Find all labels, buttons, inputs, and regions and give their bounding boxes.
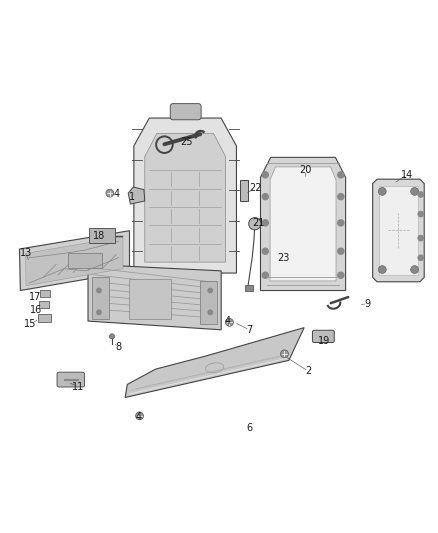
Circle shape xyxy=(411,265,419,273)
FancyBboxPatch shape xyxy=(200,281,217,324)
Text: 15: 15 xyxy=(24,319,36,329)
Polygon shape xyxy=(145,133,226,262)
Circle shape xyxy=(378,188,386,195)
Circle shape xyxy=(411,188,419,195)
Circle shape xyxy=(262,220,268,226)
Circle shape xyxy=(378,265,386,273)
FancyBboxPatch shape xyxy=(170,103,201,120)
Circle shape xyxy=(418,212,424,217)
Circle shape xyxy=(262,272,268,278)
Circle shape xyxy=(262,248,268,254)
FancyBboxPatch shape xyxy=(89,228,115,243)
Text: 1: 1 xyxy=(129,192,135,201)
FancyBboxPatch shape xyxy=(129,279,171,319)
FancyBboxPatch shape xyxy=(39,301,49,309)
Circle shape xyxy=(338,193,344,200)
FancyBboxPatch shape xyxy=(240,180,248,200)
Circle shape xyxy=(418,255,424,261)
Polygon shape xyxy=(25,237,123,286)
Circle shape xyxy=(97,310,101,314)
Circle shape xyxy=(208,288,212,293)
Text: 16: 16 xyxy=(30,305,42,315)
FancyBboxPatch shape xyxy=(245,285,254,292)
FancyBboxPatch shape xyxy=(39,289,50,297)
Text: 21: 21 xyxy=(252,218,265,228)
Circle shape xyxy=(110,334,115,339)
Circle shape xyxy=(262,193,268,200)
Text: 20: 20 xyxy=(299,165,311,175)
Text: 11: 11 xyxy=(72,382,85,392)
Circle shape xyxy=(208,310,212,314)
Circle shape xyxy=(418,236,424,241)
FancyBboxPatch shape xyxy=(379,185,418,275)
Text: 17: 17 xyxy=(29,292,42,302)
Circle shape xyxy=(249,217,261,230)
FancyBboxPatch shape xyxy=(57,372,85,387)
Text: 22: 22 xyxy=(249,183,261,193)
Text: 9: 9 xyxy=(364,298,371,309)
Circle shape xyxy=(262,172,268,178)
FancyBboxPatch shape xyxy=(312,330,334,343)
Polygon shape xyxy=(125,328,304,398)
FancyBboxPatch shape xyxy=(38,313,51,321)
Polygon shape xyxy=(261,157,346,290)
Text: 7: 7 xyxy=(247,325,253,335)
FancyBboxPatch shape xyxy=(92,277,110,319)
Circle shape xyxy=(338,172,344,178)
Circle shape xyxy=(338,272,344,278)
Text: 4: 4 xyxy=(225,316,231,326)
Text: 8: 8 xyxy=(116,342,122,352)
Circle shape xyxy=(136,412,144,420)
Text: 18: 18 xyxy=(93,231,105,241)
Polygon shape xyxy=(19,231,130,290)
Text: 2: 2 xyxy=(305,366,311,376)
Circle shape xyxy=(106,189,114,197)
Text: 19: 19 xyxy=(318,336,330,346)
Text: 13: 13 xyxy=(20,248,32,259)
Circle shape xyxy=(281,350,288,358)
Text: 14: 14 xyxy=(401,170,413,180)
Circle shape xyxy=(226,318,233,326)
Circle shape xyxy=(338,220,344,226)
Polygon shape xyxy=(134,118,237,273)
Polygon shape xyxy=(373,179,424,282)
Text: 6: 6 xyxy=(247,423,253,433)
Circle shape xyxy=(97,288,101,293)
Text: 25: 25 xyxy=(180,137,193,147)
FancyBboxPatch shape xyxy=(68,253,102,268)
Polygon shape xyxy=(88,264,221,330)
Circle shape xyxy=(338,248,344,254)
Text: 23: 23 xyxy=(277,253,290,263)
Polygon shape xyxy=(270,167,336,281)
Polygon shape xyxy=(128,187,145,204)
Text: 4: 4 xyxy=(113,189,120,199)
Circle shape xyxy=(418,192,424,197)
Text: 4: 4 xyxy=(135,412,141,422)
